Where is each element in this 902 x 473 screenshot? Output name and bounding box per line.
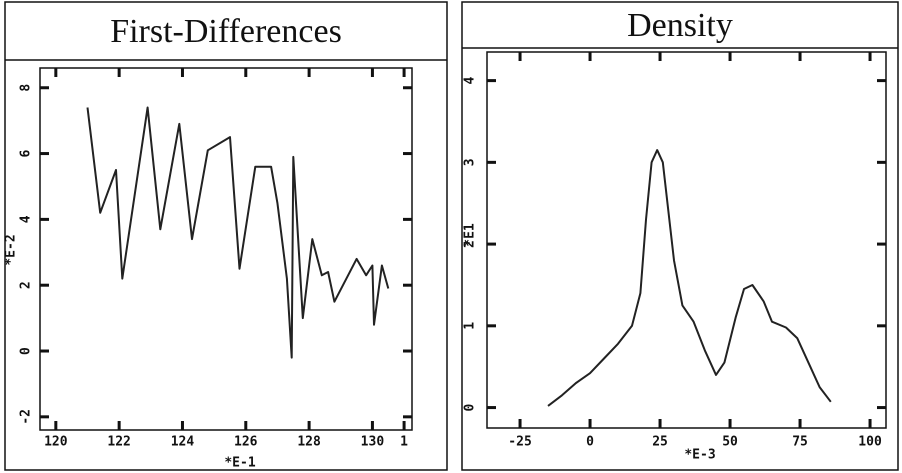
y-tick-label: 0 <box>463 403 478 411</box>
x-tick-label: 1 <box>400 435 408 450</box>
chart-title: Density <box>627 7 733 44</box>
y-tick-label: 8 <box>19 84 34 92</box>
x-tick-label: 50 <box>722 435 738 450</box>
x-tick-label: -25 <box>508 435 531 450</box>
y-tick-label: 2 <box>463 240 478 248</box>
x-tick-label: 0 <box>586 435 594 450</box>
y-tick-label: 2 <box>19 281 34 289</box>
x-tick-label: 128 <box>297 435 321 450</box>
plot-frame <box>486 51 887 429</box>
x-tick-label: 25 <box>652 435 668 450</box>
y-tick-label: 0 <box>19 347 34 355</box>
x-axis-label: *E-1 <box>224 456 255 471</box>
chart-title: First-Differences <box>110 13 342 50</box>
plot-frame <box>39 67 413 431</box>
data-line <box>547 149 832 407</box>
x-tick-label: 120 <box>44 435 68 450</box>
y-tick-label: 3 <box>463 158 478 166</box>
x-tick-label: 100 <box>858 435 882 450</box>
x-tick-label: 75 <box>792 435 808 450</box>
x-tick-label: 130 <box>361 435 385 450</box>
y-axis-label: *E-2 <box>4 234 19 265</box>
y-axis-label: *E1 <box>463 223 478 247</box>
panel-frame <box>461 1 899 471</box>
x-axis-label: *E-3 <box>684 448 715 463</box>
data-line <box>86 106 390 359</box>
y-tick-label: 6 <box>19 149 34 157</box>
panel-frame <box>4 1 448 471</box>
x-tick-label: 122 <box>107 435 130 450</box>
y-tick-label: 4 <box>19 215 34 223</box>
y-tick-label: 1 <box>463 322 478 330</box>
y-tick-label: -2 <box>19 409 34 425</box>
x-tick-label: 124 <box>171 435 195 450</box>
y-tick-label: 4 <box>463 77 478 85</box>
x-tick-label: 126 <box>234 435 258 450</box>
